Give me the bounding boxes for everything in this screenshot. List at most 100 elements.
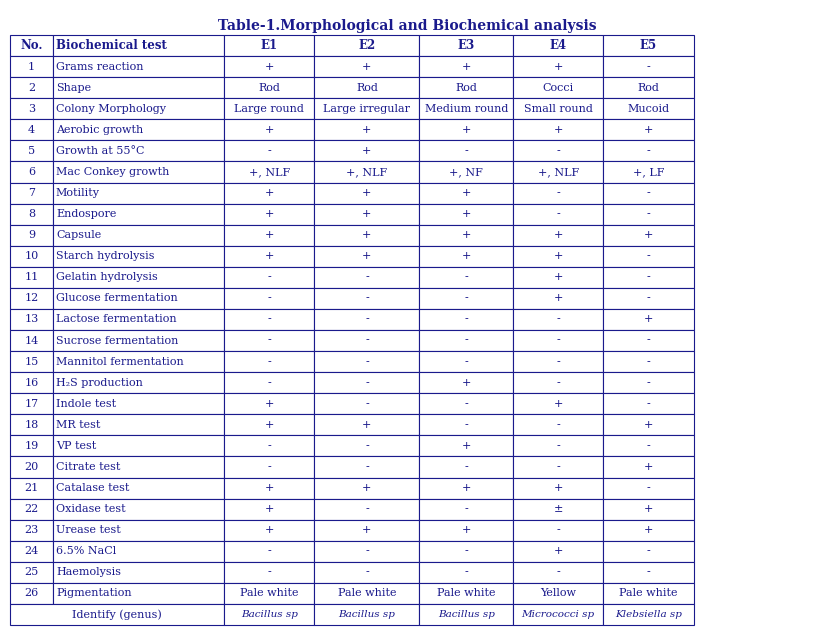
Text: 9: 9: [28, 230, 35, 240]
Text: Rod: Rod: [356, 83, 378, 93]
Text: +: +: [461, 125, 471, 135]
Bar: [10, 498, 53, 520]
Bar: [315, 372, 420, 393]
Bar: [53, 351, 224, 372]
Bar: [420, 119, 513, 140]
Bar: [420, 245, 513, 267]
Text: Identify (genus): Identify (genus): [72, 609, 162, 620]
Bar: [10, 56, 53, 77]
Bar: [603, 393, 694, 415]
Bar: [603, 435, 694, 456]
Bar: [224, 351, 315, 372]
Bar: [603, 98, 694, 119]
Text: Pale white: Pale white: [619, 588, 677, 598]
Bar: [224, 498, 315, 520]
Text: -: -: [365, 462, 369, 472]
Text: -: -: [267, 567, 271, 577]
Text: -: -: [646, 567, 650, 577]
Bar: [224, 225, 315, 245]
Bar: [224, 56, 315, 77]
Bar: [420, 456, 513, 478]
Text: Rod: Rod: [258, 83, 280, 93]
Text: +, NLF: +, NLF: [538, 167, 579, 177]
Text: Klebsiella sp: Klebsiella sp: [615, 610, 682, 619]
Text: -: -: [557, 314, 560, 324]
Bar: [53, 119, 224, 140]
Bar: [513, 98, 603, 119]
Text: +: +: [265, 125, 274, 135]
Text: +: +: [553, 62, 563, 71]
Bar: [53, 98, 224, 119]
Bar: [603, 604, 694, 625]
Bar: [315, 267, 420, 288]
Text: -: -: [267, 336, 271, 346]
Text: +: +: [363, 209, 372, 219]
Bar: [420, 267, 513, 288]
Bar: [603, 541, 694, 562]
Bar: [224, 520, 315, 541]
Bar: [513, 604, 603, 625]
Bar: [420, 140, 513, 162]
Bar: [10, 393, 53, 415]
Bar: [315, 140, 420, 162]
Text: +: +: [644, 230, 653, 240]
Text: +: +: [265, 209, 274, 219]
Bar: [513, 288, 603, 309]
Text: Indole test: Indole test: [56, 399, 116, 409]
Bar: [315, 351, 420, 372]
Bar: [53, 456, 224, 478]
Text: E1: E1: [261, 39, 278, 52]
Text: -: -: [365, 293, 369, 304]
Bar: [53, 435, 224, 456]
Text: -: -: [465, 146, 468, 156]
Bar: [513, 309, 603, 330]
Bar: [420, 415, 513, 435]
Text: Biochemical test: Biochemical test: [56, 39, 167, 52]
Bar: [315, 415, 420, 435]
Bar: [315, 77, 420, 98]
Bar: [420, 435, 513, 456]
Text: +: +: [363, 525, 372, 535]
Bar: [10, 267, 53, 288]
Text: Yellow: Yellow: [540, 588, 576, 598]
Text: Small round: Small round: [524, 103, 593, 114]
Bar: [10, 204, 53, 225]
Text: Mannitol fermentation: Mannitol fermentation: [56, 357, 183, 367]
Text: -: -: [557, 567, 560, 577]
Bar: [53, 56, 224, 77]
Text: Lactose fermentation: Lactose fermentation: [56, 314, 177, 324]
Bar: [420, 162, 513, 182]
Text: 3: 3: [28, 103, 35, 114]
Text: Aerobic growth: Aerobic growth: [56, 125, 143, 135]
Bar: [224, 35, 315, 56]
Bar: [224, 330, 315, 351]
Bar: [603, 330, 694, 351]
Text: Haemolysis: Haemolysis: [56, 567, 121, 577]
Text: -: -: [267, 357, 271, 367]
Text: +, NF: +, NF: [449, 167, 483, 177]
Bar: [603, 35, 694, 56]
Bar: [224, 204, 315, 225]
Bar: [513, 562, 603, 583]
Text: +, LF: +, LF: [632, 167, 664, 177]
Text: +: +: [553, 125, 563, 135]
Text: -: -: [557, 209, 560, 219]
Text: -: -: [465, 462, 468, 472]
Bar: [315, 604, 420, 625]
Text: -: -: [465, 546, 468, 557]
Bar: [315, 35, 420, 56]
Bar: [10, 372, 53, 393]
Text: Large round: Large round: [234, 103, 304, 114]
Text: Glucose fermentation: Glucose fermentation: [56, 293, 178, 304]
Bar: [53, 267, 224, 288]
Bar: [315, 456, 420, 478]
Text: -: -: [646, 483, 650, 493]
Bar: [10, 583, 53, 604]
Bar: [315, 162, 420, 182]
Bar: [53, 415, 224, 435]
Bar: [513, 245, 603, 267]
Bar: [10, 604, 224, 625]
Text: +: +: [644, 125, 653, 135]
Text: -: -: [365, 273, 369, 282]
Bar: [224, 245, 315, 267]
